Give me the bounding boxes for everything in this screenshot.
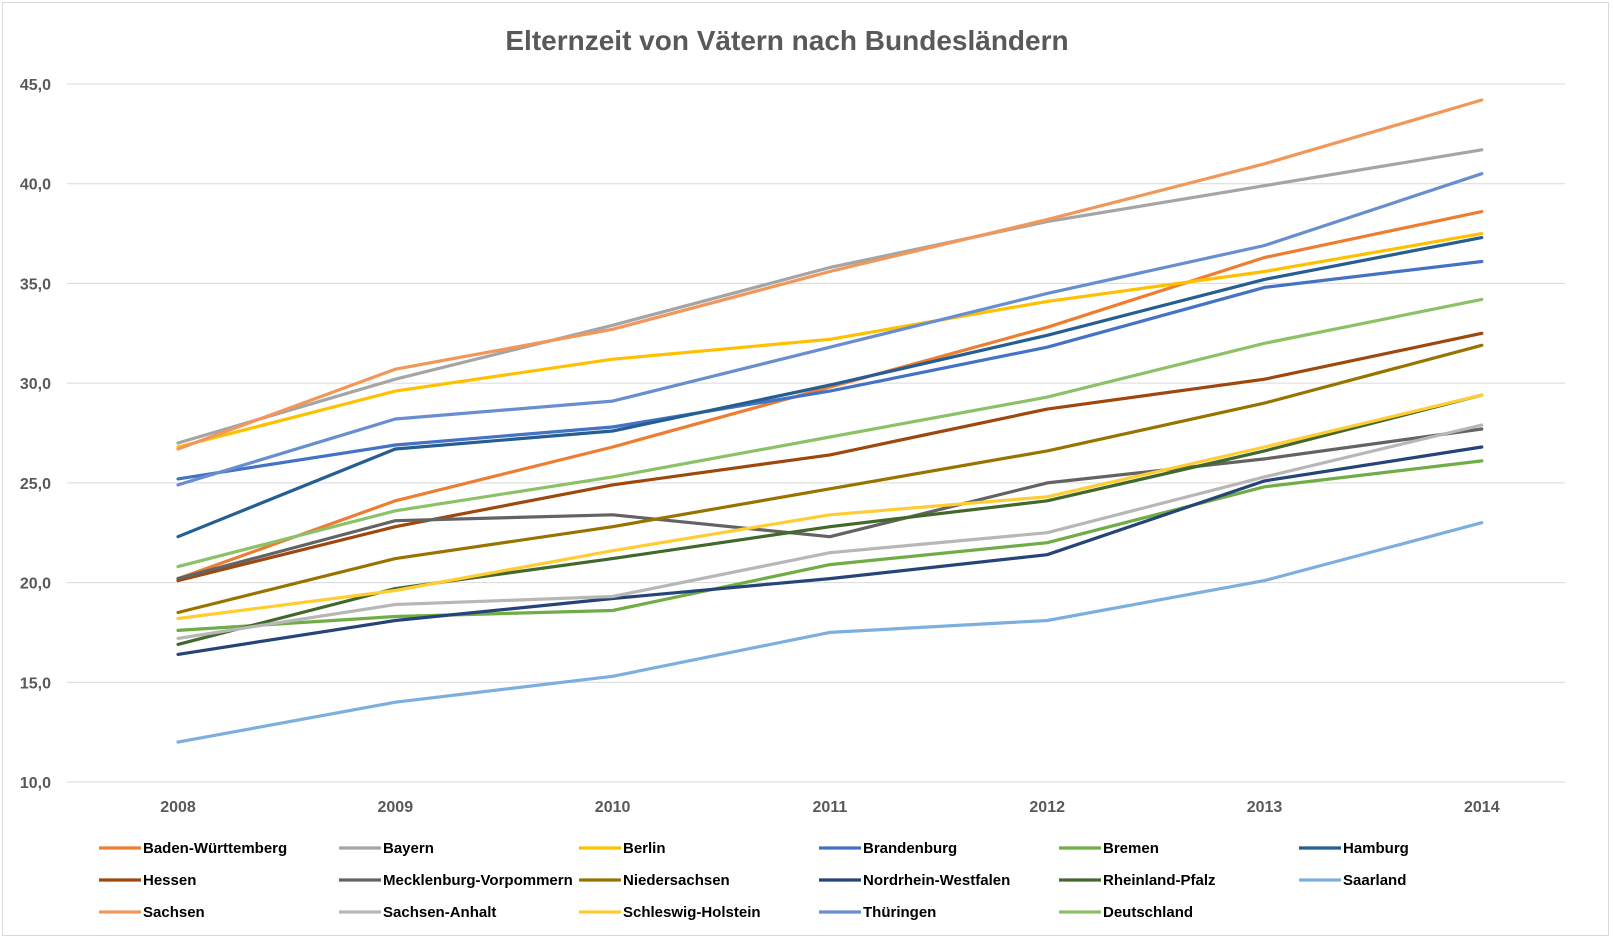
y-tick-label: 10,0 — [20, 775, 51, 792]
legend-item: Hamburg — [1299, 840, 1409, 857]
series-line-6 — [176, 331, 1484, 583]
legend-label: Deutschland — [1103, 904, 1193, 921]
legend-item: Bremen — [1059, 840, 1159, 857]
legend-item: Saarland — [1299, 872, 1406, 889]
y-tick-label: 20,0 — [20, 576, 51, 593]
series-line-10 — [176, 393, 1484, 647]
y-tick-label: 40,0 — [20, 177, 51, 194]
legend-item: Mecklenburg-Vorpommern — [339, 872, 573, 889]
series-line-7 — [176, 427, 1484, 581]
line-chart: Elternzeit von Vätern nach Bundesländern… — [20, 25, 1565, 921]
legend-item: Brandenburg — [819, 840, 957, 857]
legend-item: Deutschland — [1059, 904, 1193, 921]
series-line-14 — [176, 393, 1484, 621]
series-line-5 — [176, 236, 1484, 539]
legend-item: Berlin — [579, 840, 666, 857]
legend-label: Schleswig-Holstein — [623, 904, 761, 921]
series-line-16 — [176, 297, 1484, 569]
series-line-15 — [176, 172, 1484, 487]
legend-label: Niedersachsen — [623, 872, 730, 889]
series-line-8 — [176, 343, 1484, 615]
series-line-12 — [176, 98, 1484, 451]
legend-label: Baden-Württemberg — [143, 840, 287, 857]
legend-label: Mecklenburg-Vorpommern — [383, 872, 573, 889]
legend-item: Bayern — [339, 840, 434, 857]
legend-label: Bremen — [1103, 840, 1159, 857]
x-tick-label: 2010 — [595, 799, 631, 816]
legend-label: Bayern — [383, 840, 434, 857]
legend-label: Saarland — [1343, 872, 1406, 889]
legend-item: Niedersachsen — [579, 872, 730, 889]
legend-label: Rheinland-Pfalz — [1103, 872, 1216, 889]
x-tick-label: 2014 — [1464, 799, 1500, 816]
series-lines — [176, 98, 1484, 744]
legend-item: Hessen — [99, 872, 196, 889]
legend-item: Thüringen — [819, 904, 936, 921]
y-tick-label: 35,0 — [20, 276, 51, 293]
x-tick-label: 2013 — [1247, 799, 1283, 816]
y-tick-label: 45,0 — [20, 77, 51, 94]
series-line-1 — [176, 148, 1484, 445]
legend-item: Rheinland-Pfalz — [1059, 872, 1216, 889]
series-line-0 — [176, 210, 1484, 581]
x-tick-label: 2008 — [160, 799, 196, 816]
legend-label: Berlin — [623, 840, 666, 857]
legend-label: Hamburg — [1343, 840, 1409, 857]
legend-label: Hessen — [143, 872, 196, 889]
series-line-11 — [176, 521, 1484, 744]
series-line-13 — [176, 423, 1484, 641]
legend-label: Brandenburg — [863, 840, 957, 857]
legend-label: Sachsen-Anhalt — [383, 904, 496, 921]
legend-item: Nordrhein-Westfalen — [819, 872, 1010, 889]
y-axis-labels: 10,0 15,0 20,0 25,0 30,0 35,0 40,0 45,0 — [20, 77, 51, 792]
x-tick-label: 2009 — [378, 799, 414, 816]
series-line-4 — [176, 459, 1484, 633]
legend-item: Baden-Württemberg — [99, 840, 287, 857]
legend-label: Sachsen — [143, 904, 205, 921]
legend-item: Schleswig-Holstein — [579, 904, 761, 921]
legend-item: Sachsen — [99, 904, 205, 921]
y-tick-label: 25,0 — [20, 476, 51, 493]
gridlines — [67, 83, 1565, 783]
legend-item: Sachsen-Anhalt — [339, 904, 496, 921]
legend-label: Nordrhein-Westfalen — [863, 872, 1010, 889]
x-tick-label: 2011 — [813, 799, 848, 816]
legend: Baden-Württemberg Bayern Berlin Brandenburg… — [99, 840, 1409, 921]
chart-title: Elternzeit von Vätern nach Bundesländern — [505, 25, 1068, 56]
series-line-9 — [176, 445, 1484, 657]
x-tick-label: 2012 — [1029, 799, 1065, 816]
legend-label: Thüringen — [863, 904, 936, 921]
y-tick-label: 30,0 — [20, 376, 51, 393]
x-axis-labels: 2008 2009 2010 2011 2012 2013 2014 — [160, 799, 1499, 816]
series-line-2 — [176, 232, 1484, 449]
y-tick-label: 15,0 — [20, 675, 51, 692]
series-line-3 — [176, 259, 1484, 481]
